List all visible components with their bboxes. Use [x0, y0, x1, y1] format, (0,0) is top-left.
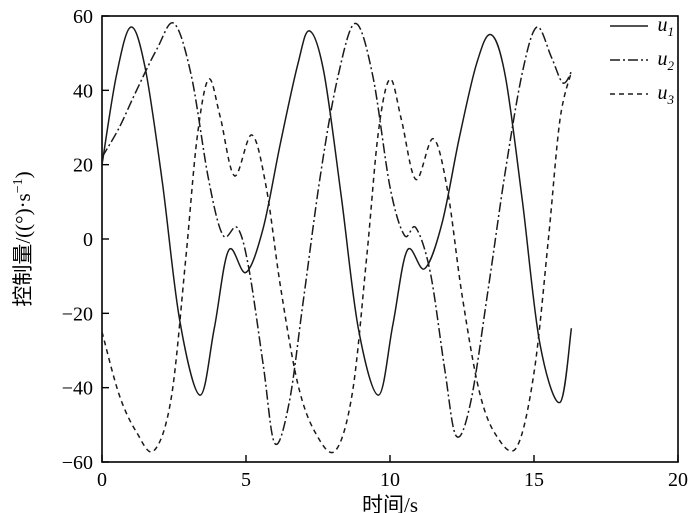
svg-text:20: 20	[668, 469, 688, 491]
y-axis-label-main: 控制量/((°)·s	[11, 193, 35, 307]
svg-text:40: 40	[73, 80, 93, 102]
svg-text:−20: −20	[62, 303, 93, 325]
dashed-line-sample-icon	[609, 93, 648, 95]
solid-line-sample-icon	[609, 25, 648, 27]
dash-dot-line-sample-icon	[609, 59, 648, 61]
legend-label-u3: u3	[658, 83, 675, 106]
x-axis-label: 时间/s	[361, 493, 419, 513]
legend-item-u1: u1	[609, 14, 675, 38]
legend-label-u3-sub: 3	[667, 91, 675, 107]
legend-label-u3-base: u	[657, 81, 668, 104]
legend-label-u1-sub: 1	[667, 23, 675, 39]
svg-text:−40: −40	[62, 378, 93, 400]
y-axis-label-close: )	[11, 171, 35, 179]
y-axis-label-superscript: −1	[11, 178, 26, 194]
legend: u1 u2 u3	[609, 14, 675, 106]
svg-text:15: 15	[524, 469, 544, 491]
svg-text:60: 60	[73, 6, 93, 28]
svg-text:10: 10	[380, 469, 400, 491]
legend-label-u2-base: u	[657, 47, 668, 70]
legend-label-u2: u2	[658, 49, 675, 72]
svg-text:20: 20	[73, 155, 93, 177]
svg-text:0: 0	[97, 469, 107, 491]
legend-label-u1: u1	[658, 15, 675, 38]
y-axis-label: 控制量/((°)·s−1)	[7, 171, 37, 306]
legend-item-u2: u2	[609, 48, 675, 72]
svg-text:0: 0	[83, 229, 93, 251]
legend-label-u1-base: u	[657, 13, 668, 36]
svg-text:−60: −60	[62, 452, 93, 474]
legend-item-u3: u3	[609, 82, 675, 106]
svg-text:5: 5	[241, 469, 251, 491]
legend-label-u2-sub: 2	[667, 57, 675, 73]
